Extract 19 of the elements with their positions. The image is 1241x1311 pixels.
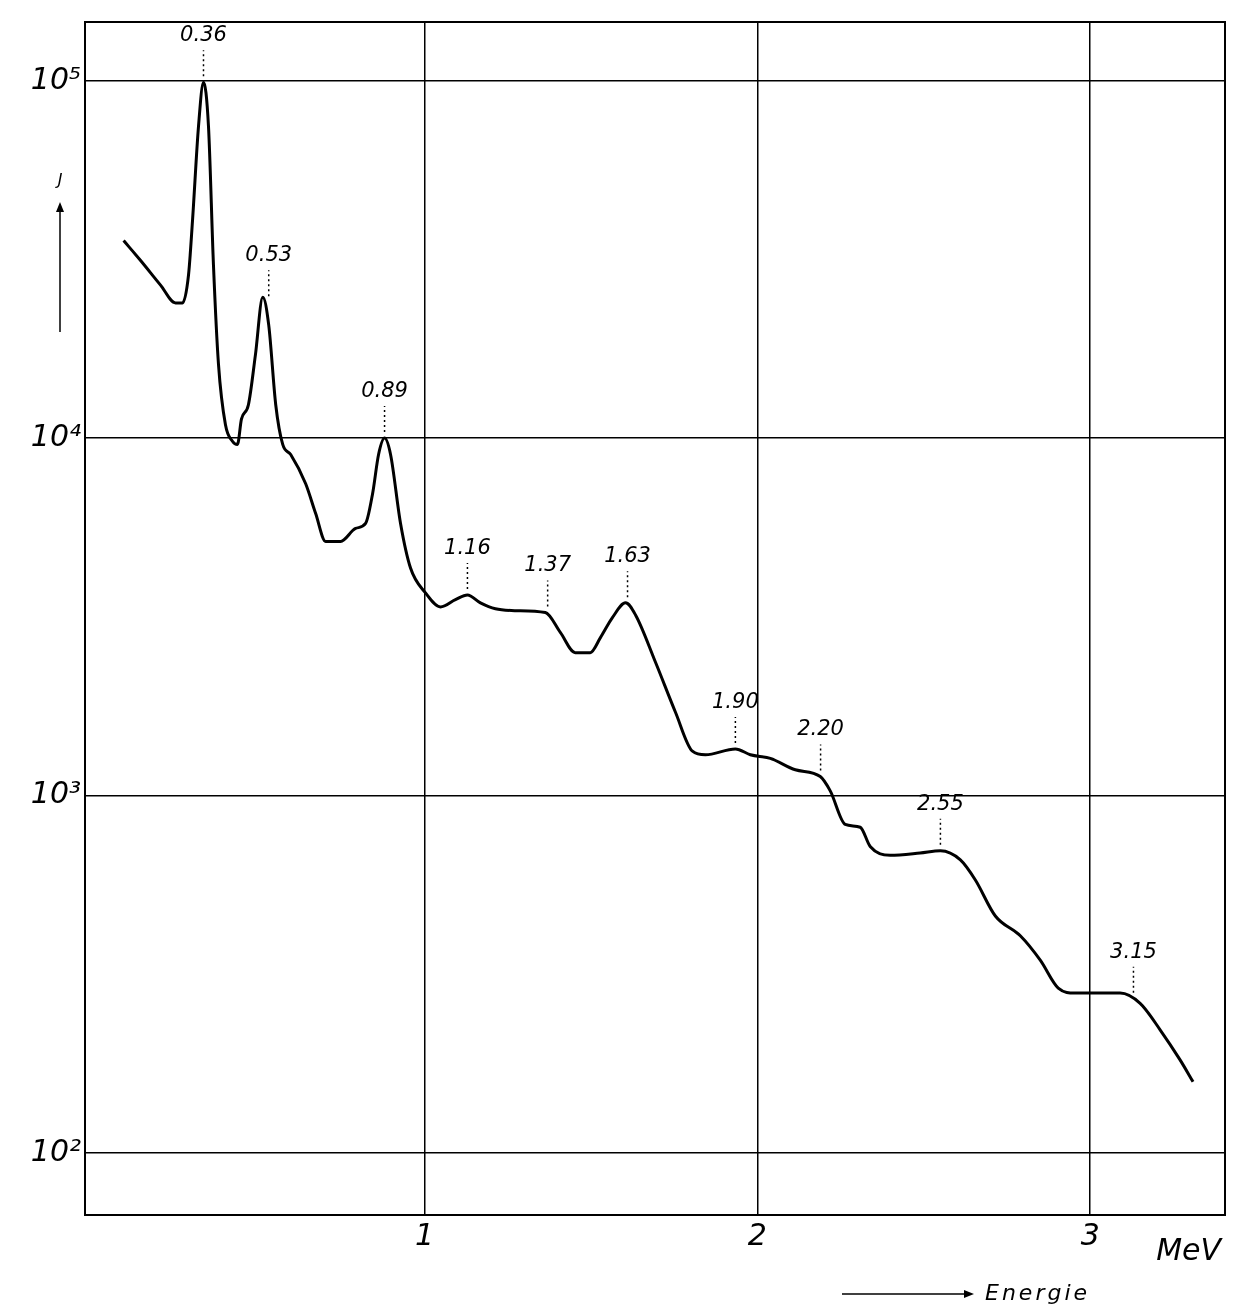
- x-tick-label: 1: [414, 1216, 435, 1252]
- annotation: 1.37: [524, 552, 572, 577]
- annotation: 0.53: [245, 242, 293, 267]
- annotation: 2.20: [797, 716, 844, 741]
- x-tick-label: 3: [1080, 1216, 1100, 1252]
- x-tick-label: 2: [747, 1216, 767, 1252]
- text: MeV: [1156, 1231, 1224, 1267]
- y-axis-title: J: [54, 170, 64, 189]
- y-tick-label: 10³: [30, 775, 81, 811]
- x-axis-title: Energie: [985, 1280, 1091, 1305]
- y-tick-label: 10⁵: [30, 60, 81, 96]
- annotation: 1.16: [444, 534, 491, 559]
- y-tick-label: 10⁴: [30, 417, 81, 453]
- annotation: 1.90: [712, 688, 759, 713]
- y-tick-label: 10²: [30, 1132, 81, 1168]
- annotation: 0.36: [180, 22, 227, 47]
- annotation: 1.63: [604, 543, 651, 568]
- annotation: 0.89: [361, 378, 408, 403]
- annotation: 3.15: [1110, 938, 1157, 963]
